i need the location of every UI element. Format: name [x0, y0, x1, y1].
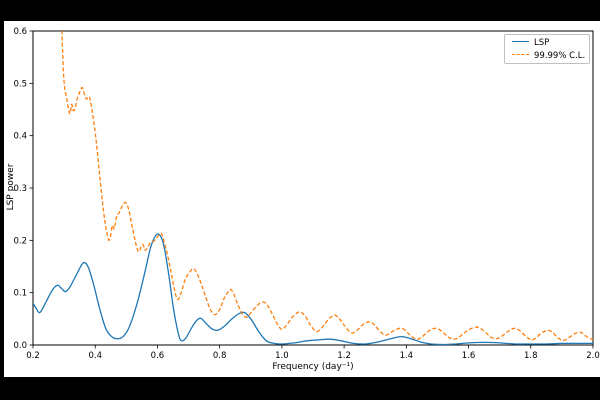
- plot-border: [32, 30, 594, 346]
- legend-item-lsp: LSP: [512, 37, 589, 50]
- y-tick-label: 0.6: [13, 27, 27, 37]
- series-line-lsp: [33, 233, 593, 345]
- legend-item-confidence: 99.99% C.L.: [512, 50, 589, 63]
- x-axis-label: Frequency (day⁻¹): [272, 362, 354, 372]
- y-tick-label: 0.1: [13, 289, 27, 299]
- x-tick-label: 0.2: [26, 351, 40, 361]
- figure-background: [4, 21, 600, 377]
- y-tick-label: 0.2: [13, 236, 27, 246]
- series-line-confidence: [61, 31, 593, 342]
- legend-label-lsp: LSP: [534, 38, 550, 48]
- y-tick-label: 0.0: [13, 341, 27, 351]
- legend: LSP 99.99% C.L.: [504, 34, 590, 64]
- y-tick-label: 0.3: [13, 184, 27, 194]
- x-tick-label: 0.8: [213, 351, 227, 361]
- x-tick-label: 0.6: [151, 351, 165, 361]
- y-axis-label: LSP power: [6, 163, 16, 211]
- x-tick-label: 1.4: [400, 351, 414, 361]
- legend-line-sample-dashed: [512, 54, 529, 55]
- legend-line-sample-solid: [512, 41, 529, 42]
- x-tick-label: 1.8: [524, 351, 538, 361]
- y-tick-label: 0.4: [13, 132, 27, 142]
- y-tick-label: 0.5: [13, 79, 27, 89]
- x-tick-label: 2.0: [586, 351, 600, 361]
- x-tick-label: 1.0: [275, 351, 289, 361]
- x-tick-label: 1.2: [337, 351, 351, 361]
- legend-label-confidence: 99.99% C.L.: [534, 51, 586, 61]
- x-tick-label: 1.6: [462, 351, 476, 361]
- x-tick-label: 0.4: [88, 351, 102, 361]
